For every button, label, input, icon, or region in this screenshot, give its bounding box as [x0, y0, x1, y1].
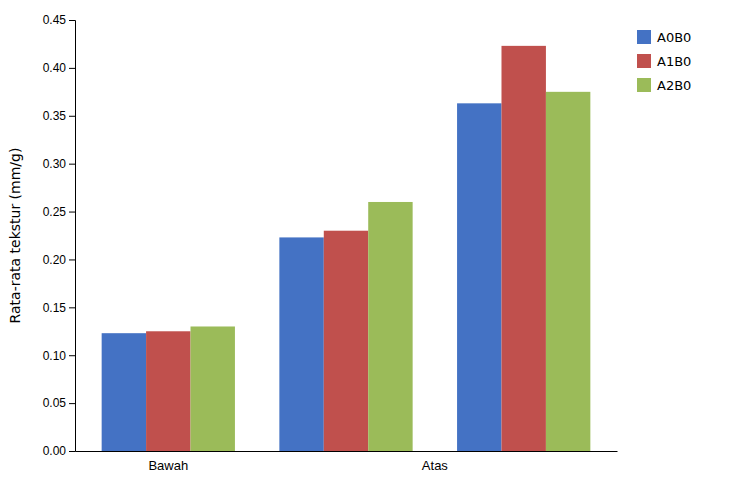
y-axis-title: Rata-rata tekstur (mm/g)	[7, 148, 23, 324]
y-tick: 0.10	[43, 349, 75, 363]
y-tick-label: 0.30	[43, 157, 67, 171]
y-tick-label: 0.25	[43, 205, 67, 219]
y-tick-mark	[69, 451, 75, 452]
bar	[457, 103, 501, 451]
x-axis: Bawah Atas	[76, 451, 618, 473]
legend-label: A2B0	[657, 78, 691, 93]
legend-swatch	[637, 54, 651, 68]
legend-item: A2B0	[637, 78, 691, 93]
y-tick: 0.35	[43, 109, 75, 123]
legend-swatch	[637, 30, 651, 44]
y-tick-mark	[69, 307, 75, 308]
y-axis-line	[69, 21, 76, 452]
bar	[368, 202, 412, 451]
bar-series	[191, 92, 591, 451]
y-tick: 0.25	[43, 205, 75, 219]
y-tick-label: 0.05	[43, 396, 67, 410]
plot: Bawah Atas 0.00 0.05 0.10 0.15 0.20 0.25 0.30 0.3…	[43, 13, 618, 473]
x-tick-label: Bawah	[148, 458, 188, 473]
y-tick-label: 0.15	[43, 301, 67, 315]
y-tick-mark	[69, 403, 75, 404]
y-tick: 0.20	[43, 253, 75, 267]
y-tick-mark	[69, 20, 75, 21]
bar	[279, 237, 323, 451]
bar	[191, 326, 235, 451]
legend-label: A0B0	[657, 30, 691, 45]
chart: Bawah Atas 0.00 0.05 0.10 0.15 0.20 0.25 0.30 0.3…	[0, 0, 737, 496]
y-tick-mark	[69, 259, 75, 260]
bar	[102, 333, 146, 451]
x-tick: Atas	[346, 451, 448, 473]
bars	[102, 46, 591, 451]
x-tick-label: Atas	[422, 458, 449, 473]
legend-item: A0B0	[637, 30, 691, 45]
y-tick-mark	[69, 116, 75, 117]
y-tick-label: 0.20	[43, 253, 67, 267]
bar-series	[102, 103, 502, 451]
y-axis: 0.00 0.05 0.10 0.15 0.20 0.25 0.30 0.35 0.40 0.45	[43, 13, 76, 458]
bar-series	[146, 46, 546, 451]
y-tick: 0.15	[43, 301, 75, 315]
legend-item: A1B0	[637, 54, 691, 69]
y-tick: 0.05	[43, 396, 75, 410]
bar	[146, 331, 190, 451]
y-tick-mark	[69, 212, 75, 213]
legend-swatch	[637, 78, 651, 92]
y-tick-label: 0.35	[43, 109, 67, 123]
x-tick: Bawah	[148, 451, 188, 473]
y-tick-label: 0.45	[43, 13, 67, 27]
y-tick-label: 0.40	[43, 61, 67, 75]
y-tick: 0.40	[43, 61, 75, 75]
bar	[324, 231, 368, 451]
legend-label: A1B0	[657, 54, 691, 69]
y-tick-label: 0.00	[43, 444, 67, 458]
y-tick-mark	[69, 355, 75, 356]
y-tick: 0.00	[43, 444, 75, 458]
y-tick: 0.30	[43, 157, 75, 171]
legend: A0B0 A1B0 A2B0	[637, 30, 691, 93]
x-axis-line	[76, 451, 618, 452]
bar	[501, 46, 545, 451]
y-tick-label: 0.10	[43, 349, 67, 363]
y-tick-mark	[69, 68, 75, 69]
y-tick-mark	[69, 164, 75, 165]
y-tick: 0.45	[43, 13, 75, 27]
bar	[546, 92, 590, 451]
